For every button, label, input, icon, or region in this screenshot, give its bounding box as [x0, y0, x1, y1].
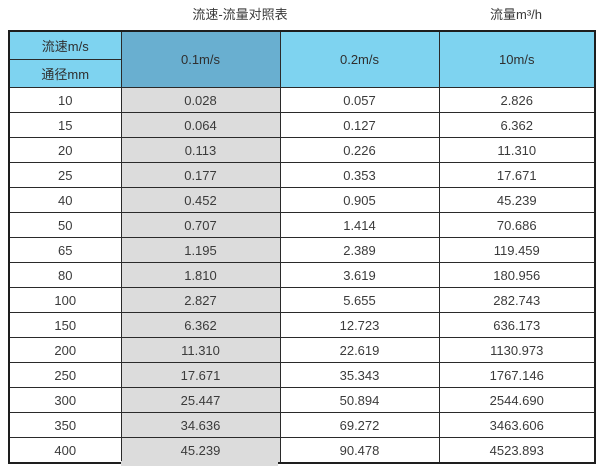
value-cell: 2.827 — [120, 287, 281, 313]
header-row-bottom: 通径mm — [8, 59, 595, 88]
diameter-cell: 65 — [8, 237, 122, 263]
table-row: 200 11.310 22.619 1130.973 — [8, 337, 596, 363]
value-cell: 3463.606 — [438, 412, 596, 438]
table-row: 50 0.707 1.414 70.686 — [8, 212, 596, 238]
diameter-cell: 400 — [8, 437, 122, 464]
table-row: 80 1.810 3.619 180.956 — [8, 262, 596, 288]
table-row: 20 0.113 0.226 11.310 — [8, 137, 596, 163]
table-row: 10 0.028 0.057 2.826 — [8, 87, 596, 113]
value-cell: 282.743 — [438, 287, 596, 313]
diameter-cell: 15 — [8, 112, 122, 138]
value-cell: 0.127 — [279, 112, 440, 138]
value-cell: 1130.973 — [438, 337, 596, 363]
diameter-cell: 80 — [8, 262, 122, 288]
table-row: 15 0.064 0.127 6.362 — [8, 112, 596, 138]
value-cell: 119.459 — [438, 237, 596, 263]
value-cell: 70.686 — [438, 212, 596, 238]
value-cell: 4523.893 — [438, 437, 596, 464]
value-cell: 636.173 — [438, 312, 596, 338]
corner-velocity-label: 流速m/s — [8, 30, 122, 60]
value-cell: 45.239 — [120, 437, 281, 464]
table-row: 65 1.195 2.389 119.459 — [8, 237, 596, 263]
value-cell: 0.057 — [279, 87, 440, 113]
value-cell: 2.389 — [279, 237, 440, 263]
diameter-cell: 150 — [8, 312, 122, 338]
value-cell: 0.452 — [120, 187, 281, 213]
diameter-cell: 250 — [8, 362, 122, 388]
table-row: 350 34.636 69.272 3463.606 — [8, 412, 596, 438]
value-cell: 50.894 — [279, 387, 440, 413]
diameter-cell: 50 — [8, 212, 122, 238]
value-cell: 0.226 — [279, 137, 440, 163]
value-cell: 45.239 — [438, 187, 596, 213]
value-cell: 35.343 — [279, 362, 440, 388]
value-cell: 6.362 — [120, 312, 281, 338]
value-cell: 17.671 — [438, 162, 596, 188]
unit-label: 流量m³/h — [489, 7, 542, 22]
value-cell: 17.671 — [120, 362, 281, 388]
header-row-top: 流速m/s 0.1m/s 0.2m/s 10m/s — [8, 30, 596, 88]
highlight-column-overflow — [121, 461, 278, 466]
value-cell: 1.810 — [120, 262, 281, 288]
value-cell: 6.362 — [438, 112, 596, 138]
value-cell: 0.707 — [120, 212, 281, 238]
value-cell: 12.723 — [279, 312, 440, 338]
value-cell: 5.655 — [279, 287, 440, 313]
table-row: 400 45.239 90.478 4523.893 — [8, 437, 596, 464]
value-cell: 90.478 — [279, 437, 440, 464]
value-cell: 22.619 — [279, 337, 440, 363]
column-header-10ms: 10m/s — [438, 30, 596, 88]
diameter-cell: 300 — [8, 387, 122, 413]
corner-diameter-label: 通径mm — [8, 59, 122, 88]
value-cell: 34.636 — [120, 412, 281, 438]
table-row: 300 25.447 50.894 2544.690 — [8, 387, 596, 413]
diameter-cell: 40 — [8, 187, 122, 213]
table-row: 150 6.362 12.723 636.173 — [8, 312, 596, 338]
value-cell: 3.619 — [279, 262, 440, 288]
table-row: 40 0.452 0.905 45.239 — [8, 187, 596, 213]
value-cell: 2.826 — [438, 87, 596, 113]
flow-rate-table: 流速m/s 0.1m/s 0.2m/s 10m/s 通径mm 10 0.028 … — [8, 30, 596, 464]
value-cell: 0.353 — [279, 162, 440, 188]
value-cell: 0.905 — [279, 187, 440, 213]
value-cell: 180.956 — [438, 262, 596, 288]
column-header-02ms: 0.2m/s — [279, 30, 440, 88]
diameter-cell: 200 — [8, 337, 122, 363]
value-cell: 1767.146 — [438, 362, 596, 388]
value-cell: 11.310 — [120, 337, 281, 363]
value-cell: 0.177 — [120, 162, 281, 188]
table-row: 100 2.827 5.655 282.743 — [8, 287, 596, 313]
value-cell: 1.195 — [120, 237, 281, 263]
column-header-01ms: 0.1m/s — [120, 30, 281, 88]
value-cell: 0.113 — [120, 137, 281, 163]
value-cell: 11.310 — [438, 137, 596, 163]
page-title: 流速-流量对照表 — [192, 7, 288, 22]
diameter-cell: 100 — [8, 287, 122, 313]
value-cell: 2544.690 — [438, 387, 596, 413]
table-row: 250 17.671 35.343 1767.146 — [8, 362, 596, 388]
value-cell: 1.414 — [279, 212, 440, 238]
table-row: 25 0.177 0.353 17.671 — [8, 162, 596, 188]
value-cell: 0.064 — [120, 112, 281, 138]
value-cell: 69.272 — [279, 412, 440, 438]
diameter-cell: 25 — [8, 162, 122, 188]
value-cell: 0.028 — [120, 87, 281, 113]
diameter-cell: 10 — [8, 87, 122, 113]
diameter-cell: 20 — [8, 137, 122, 163]
value-cell: 25.447 — [120, 387, 281, 413]
diameter-cell: 350 — [8, 412, 122, 438]
